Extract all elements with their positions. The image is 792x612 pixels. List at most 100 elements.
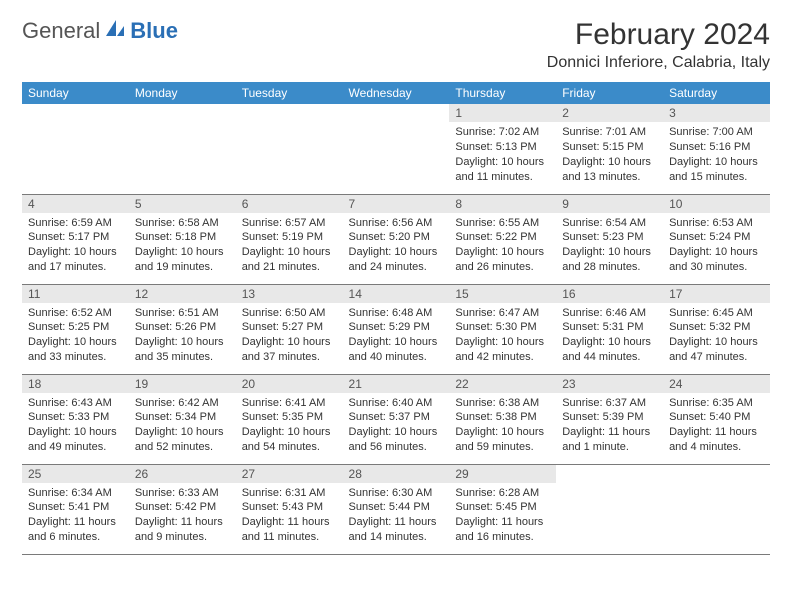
day-number: 6 [236, 195, 343, 213]
calendar-cell: 23Sunrise: 6:37 AMSunset: 5:39 PMDayligh… [556, 374, 663, 464]
calendar-week-row: 25Sunrise: 6:34 AMSunset: 5:41 PMDayligh… [22, 464, 770, 554]
day-header: Monday [129, 82, 236, 104]
day-number: 26 [129, 465, 236, 483]
calendar-cell: 11Sunrise: 6:52 AMSunset: 5:25 PMDayligh… [22, 284, 129, 374]
day-details: Sunrise: 6:47 AMSunset: 5:30 PMDaylight:… [449, 303, 556, 371]
day-details: Sunrise: 6:35 AMSunset: 5:40 PMDaylight:… [663, 393, 770, 461]
day-details: Sunrise: 6:51 AMSunset: 5:26 PMDaylight:… [129, 303, 236, 371]
day-number: 23 [556, 375, 663, 393]
day-details: Sunrise: 7:02 AMSunset: 5:13 PMDaylight:… [449, 122, 556, 190]
calendar-cell: 27Sunrise: 6:31 AMSunset: 5:43 PMDayligh… [236, 464, 343, 554]
brand-text-2: Blue [130, 18, 178, 44]
day-header: Wednesday [343, 82, 450, 104]
calendar-cell: 4Sunrise: 6:59 AMSunset: 5:17 PMDaylight… [22, 194, 129, 284]
day-number: 10 [663, 195, 770, 213]
day-details: Sunrise: 6:41 AMSunset: 5:35 PMDaylight:… [236, 393, 343, 461]
day-number: 9 [556, 195, 663, 213]
calendar-cell: 25Sunrise: 6:34 AMSunset: 5:41 PMDayligh… [22, 464, 129, 554]
day-details: Sunrise: 7:00 AMSunset: 5:16 PMDaylight:… [663, 122, 770, 190]
day-number: 25 [22, 465, 129, 483]
calendar-cell: 29Sunrise: 6:28 AMSunset: 5:45 PMDayligh… [449, 464, 556, 554]
calendar-cell: 12Sunrise: 6:51 AMSunset: 5:26 PMDayligh… [129, 284, 236, 374]
day-header: Friday [556, 82, 663, 104]
day-number: 5 [129, 195, 236, 213]
day-details: Sunrise: 6:56 AMSunset: 5:20 PMDaylight:… [343, 213, 450, 281]
day-details: Sunrise: 6:34 AMSunset: 5:41 PMDaylight:… [22, 483, 129, 551]
day-header: Saturday [663, 82, 770, 104]
day-number: 28 [343, 465, 450, 483]
calendar-week-row: 4Sunrise: 6:59 AMSunset: 5:17 PMDaylight… [22, 194, 770, 284]
calendar-cell: 14Sunrise: 6:48 AMSunset: 5:29 PMDayligh… [343, 284, 450, 374]
calendar-cell [129, 104, 236, 194]
calendar-cell: 16Sunrise: 6:46 AMSunset: 5:31 PMDayligh… [556, 284, 663, 374]
day-number: 12 [129, 285, 236, 303]
title-block: February 2024 Donnici Inferiore, Calabri… [547, 18, 770, 72]
day-number: 4 [22, 195, 129, 213]
day-header: Thursday [449, 82, 556, 104]
day-details: Sunrise: 6:45 AMSunset: 5:32 PMDaylight:… [663, 303, 770, 371]
day-details: Sunrise: 7:01 AMSunset: 5:15 PMDaylight:… [556, 122, 663, 190]
day-number: 7 [343, 195, 450, 213]
header: General Blue February 2024 Donnici Infer… [22, 18, 770, 72]
day-header-row: Sunday Monday Tuesday Wednesday Thursday… [22, 82, 770, 104]
location: Donnici Inferiore, Calabria, Italy [547, 54, 770, 72]
day-details: Sunrise: 6:37 AMSunset: 5:39 PMDaylight:… [556, 393, 663, 461]
calendar-cell: 20Sunrise: 6:41 AMSunset: 5:35 PMDayligh… [236, 374, 343, 464]
day-number: 2 [556, 104, 663, 122]
day-details: Sunrise: 6:33 AMSunset: 5:42 PMDaylight:… [129, 483, 236, 551]
day-details: Sunrise: 6:42 AMSunset: 5:34 PMDaylight:… [129, 393, 236, 461]
day-number: 21 [343, 375, 450, 393]
sail-icon [104, 18, 126, 44]
brand-logo: General Blue [22, 18, 178, 44]
calendar-cell: 10Sunrise: 6:53 AMSunset: 5:24 PMDayligh… [663, 194, 770, 284]
day-number: 24 [663, 375, 770, 393]
day-details: Sunrise: 6:40 AMSunset: 5:37 PMDaylight:… [343, 393, 450, 461]
day-details: Sunrise: 6:52 AMSunset: 5:25 PMDaylight:… [22, 303, 129, 371]
calendar-cell: 3Sunrise: 7:00 AMSunset: 5:16 PMDaylight… [663, 104, 770, 194]
calendar-cell: 7Sunrise: 6:56 AMSunset: 5:20 PMDaylight… [343, 194, 450, 284]
day-number: 22 [449, 375, 556, 393]
calendar-cell: 22Sunrise: 6:38 AMSunset: 5:38 PMDayligh… [449, 374, 556, 464]
calendar-cell: 19Sunrise: 6:42 AMSunset: 5:34 PMDayligh… [129, 374, 236, 464]
calendar-cell [343, 104, 450, 194]
day-number: 20 [236, 375, 343, 393]
day-number: 11 [22, 285, 129, 303]
day-details: Sunrise: 6:58 AMSunset: 5:18 PMDaylight:… [129, 213, 236, 281]
day-number: 16 [556, 285, 663, 303]
day-number: 15 [449, 285, 556, 303]
calendar-cell: 13Sunrise: 6:50 AMSunset: 5:27 PMDayligh… [236, 284, 343, 374]
day-number: 1 [449, 104, 556, 122]
calendar-cell: 1Sunrise: 7:02 AMSunset: 5:13 PMDaylight… [449, 104, 556, 194]
calendar-cell [556, 464, 663, 554]
day-number: 27 [236, 465, 343, 483]
calendar-cell: 24Sunrise: 6:35 AMSunset: 5:40 PMDayligh… [663, 374, 770, 464]
calendar-cell: 15Sunrise: 6:47 AMSunset: 5:30 PMDayligh… [449, 284, 556, 374]
day-number: 18 [22, 375, 129, 393]
brand-text-1: General [22, 18, 100, 44]
calendar-cell [22, 104, 129, 194]
calendar-cell: 5Sunrise: 6:58 AMSunset: 5:18 PMDaylight… [129, 194, 236, 284]
day-details: Sunrise: 6:48 AMSunset: 5:29 PMDaylight:… [343, 303, 450, 371]
calendar-cell: 8Sunrise: 6:55 AMSunset: 5:22 PMDaylight… [449, 194, 556, 284]
day-header: Sunday [22, 82, 129, 104]
calendar-week-row: 11Sunrise: 6:52 AMSunset: 5:25 PMDayligh… [22, 284, 770, 374]
day-details: Sunrise: 6:59 AMSunset: 5:17 PMDaylight:… [22, 213, 129, 281]
month-title: February 2024 [547, 18, 770, 52]
day-number: 8 [449, 195, 556, 213]
day-number: 19 [129, 375, 236, 393]
calendar-cell: 9Sunrise: 6:54 AMSunset: 5:23 PMDaylight… [556, 194, 663, 284]
calendar-table: Sunday Monday Tuesday Wednesday Thursday… [22, 82, 770, 555]
calendar-cell: 28Sunrise: 6:30 AMSunset: 5:44 PMDayligh… [343, 464, 450, 554]
day-number: 13 [236, 285, 343, 303]
day-number: 17 [663, 285, 770, 303]
day-details: Sunrise: 6:50 AMSunset: 5:27 PMDaylight:… [236, 303, 343, 371]
calendar-cell: 21Sunrise: 6:40 AMSunset: 5:37 PMDayligh… [343, 374, 450, 464]
calendar-cell [663, 464, 770, 554]
calendar-cell: 2Sunrise: 7:01 AMSunset: 5:15 PMDaylight… [556, 104, 663, 194]
calendar-cell: 26Sunrise: 6:33 AMSunset: 5:42 PMDayligh… [129, 464, 236, 554]
day-details: Sunrise: 6:46 AMSunset: 5:31 PMDaylight:… [556, 303, 663, 371]
day-header: Tuesday [236, 82, 343, 104]
calendar-cell: 6Sunrise: 6:57 AMSunset: 5:19 PMDaylight… [236, 194, 343, 284]
day-number: 14 [343, 285, 450, 303]
day-details: Sunrise: 6:57 AMSunset: 5:19 PMDaylight:… [236, 213, 343, 281]
